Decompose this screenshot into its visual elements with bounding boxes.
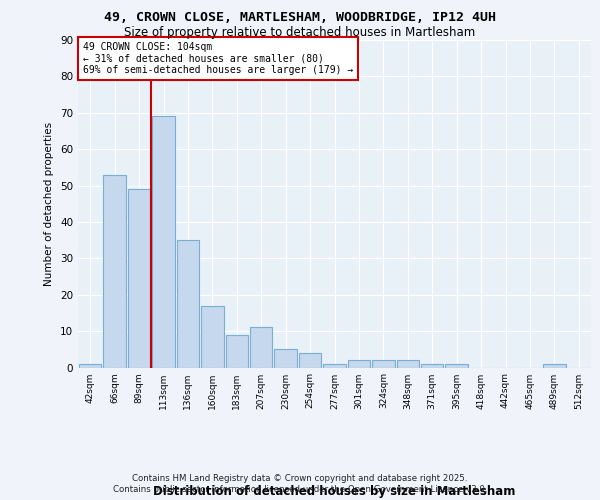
Bar [274, 350, 297, 368]
Bar [543, 364, 566, 368]
Bar [176, 240, 199, 368]
Y-axis label: Number of detached properties: Number of detached properties [44, 122, 55, 286]
Text: Contains HM Land Registry data © Crown copyright and database right 2025.
Contai: Contains HM Land Registry data © Crown c… [113, 474, 487, 494]
Bar [226, 335, 248, 368]
Bar [347, 360, 370, 368]
Bar [299, 353, 322, 368]
Bar [152, 116, 175, 368]
Bar [421, 364, 443, 368]
Bar [128, 189, 151, 368]
Bar [201, 306, 224, 368]
Bar [79, 364, 101, 368]
Bar [250, 328, 272, 368]
Text: Size of property relative to detached houses in Martlesham: Size of property relative to detached ho… [124, 26, 476, 39]
X-axis label: Distribution of detached houses by size in Martlesham: Distribution of detached houses by size … [154, 485, 515, 498]
Text: 49, CROWN CLOSE, MARTLESHAM, WOODBRIDGE, IP12 4UH: 49, CROWN CLOSE, MARTLESHAM, WOODBRIDGE,… [104, 11, 496, 24]
Bar [372, 360, 395, 368]
Bar [397, 360, 419, 368]
Text: 49 CROWN CLOSE: 104sqm
← 31% of detached houses are smaller (80)
69% of semi-det: 49 CROWN CLOSE: 104sqm ← 31% of detached… [83, 42, 353, 75]
Bar [323, 364, 346, 368]
Bar [103, 174, 126, 368]
Bar [445, 364, 468, 368]
